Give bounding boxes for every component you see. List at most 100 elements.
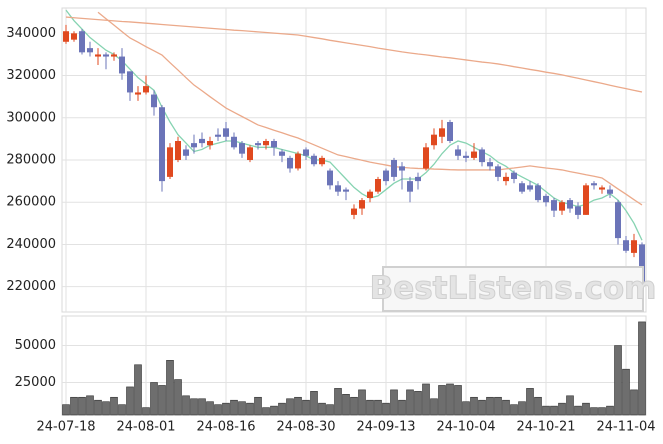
volume-bar — [230, 399, 238, 416]
x-tick-label: 24-09-13 — [356, 420, 415, 435]
candle-body — [351, 208, 357, 215]
volume-bar — [174, 379, 182, 416]
candle-body — [295, 153, 301, 169]
volume-bar — [398, 399, 406, 416]
volume-bar — [566, 395, 574, 416]
volume-bar — [382, 402, 390, 416]
volume-bar — [526, 388, 534, 416]
volume-bar — [142, 407, 150, 416]
candle-body — [279, 151, 285, 156]
watermark: BestListens.com — [369, 266, 657, 312]
volume-bar — [614, 345, 622, 416]
volume-bar — [238, 401, 246, 416]
volume-bar — [510, 404, 518, 416]
volume-bar — [598, 407, 606, 416]
volume-bar — [102, 401, 110, 416]
candle-body — [383, 170, 389, 182]
candle-body — [327, 170, 333, 186]
y-tick-label: 280000 — [6, 153, 56, 168]
volume-bar — [582, 402, 590, 416]
candle-body — [615, 202, 621, 239]
x-tick-label: 24-11-04 — [596, 420, 655, 435]
volume-bar — [254, 396, 262, 416]
y-tick-label: 260000 — [6, 195, 56, 210]
volume-bar — [134, 364, 142, 416]
volume-bar — [262, 407, 270, 416]
candle-body — [439, 128, 445, 137]
candle-body — [367, 191, 373, 198]
volume-bar — [494, 396, 502, 416]
volume-bar — [246, 402, 254, 416]
volume-bar — [190, 398, 198, 416]
candle-body — [431, 134, 437, 146]
volume-bar — [502, 399, 510, 416]
moving-average-line — [97, 11, 643, 206]
volume-bar — [446, 383, 454, 416]
volume-bar — [438, 385, 446, 416]
candle-body — [631, 240, 637, 253]
volume-bar — [542, 405, 550, 416]
candle-body — [543, 195, 549, 203]
x-tick-label: 24-08-01 — [116, 420, 175, 435]
candle-body — [135, 92, 141, 95]
x-tick-label: 24-10-04 — [436, 420, 495, 435]
candle-body — [183, 149, 189, 156]
volume-bar — [62, 404, 70, 416]
volume-bar — [606, 405, 614, 416]
volume-bar — [350, 396, 358, 416]
y-tick-label: 300000 — [6, 110, 56, 125]
volume-bar — [622, 368, 630, 416]
volume-bar — [166, 360, 174, 416]
x-tick-label: 24-07-18 — [36, 420, 95, 435]
y-tick-label: 320000 — [6, 68, 56, 83]
candle-body — [311, 155, 317, 165]
candle-body — [175, 141, 181, 160]
candle-body — [207, 141, 213, 146]
candle-body — [471, 151, 477, 158]
volume-bar — [86, 395, 94, 416]
volume-bar — [214, 404, 222, 416]
volume-bar — [462, 401, 470, 416]
volume-bar — [390, 389, 398, 416]
volume-bar — [422, 383, 430, 416]
candle-body — [559, 202, 565, 211]
candle-body — [191, 143, 197, 148]
candle-body — [623, 240, 629, 251]
candle-body — [71, 33, 77, 40]
candle-body — [447, 122, 453, 141]
candle-body — [199, 138, 205, 144]
volume-bar — [158, 385, 166, 416]
watermark-text: BestListens.com — [370, 271, 657, 307]
candle-body — [463, 155, 469, 158]
volume-bar — [222, 402, 230, 416]
candle-body — [551, 200, 557, 211]
candle-body — [143, 86, 149, 93]
candle-body — [231, 136, 237, 148]
candle-body — [511, 172, 517, 179]
candle-body — [79, 31, 85, 53]
volume-bar — [94, 399, 102, 416]
volume-bar — [406, 389, 414, 416]
volume-bar — [302, 399, 310, 416]
volume-bar — [326, 404, 334, 416]
volume-bar — [638, 321, 646, 416]
candle-body — [423, 147, 429, 169]
candle-body — [63, 31, 69, 42]
volume-bar — [126, 386, 134, 416]
candle-body — [399, 166, 405, 171]
candle-body — [527, 185, 533, 190]
volume-bar — [334, 388, 342, 416]
candle-body — [607, 189, 613, 194]
volume-bar — [110, 396, 118, 416]
volume-bar — [278, 402, 286, 416]
volume-bar — [342, 394, 350, 416]
candle-body — [271, 141, 277, 148]
y-tick-label: 340000 — [6, 26, 56, 41]
volume-bar — [550, 405, 558, 416]
volume-bar — [206, 401, 214, 416]
candle-body — [599, 187, 605, 190]
candle-body — [239, 143, 245, 154]
volume-bar — [294, 396, 302, 416]
